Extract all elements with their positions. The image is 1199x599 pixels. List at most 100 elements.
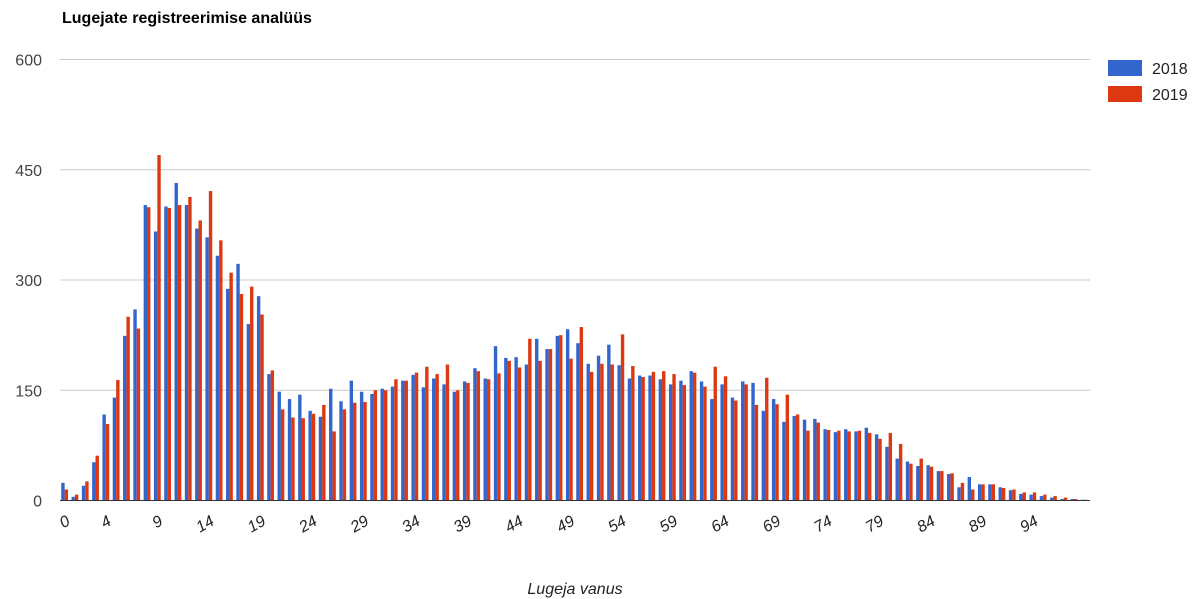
bar-2019-65[interactable]	[734, 400, 738, 501]
bar-2018-74[interactable]	[823, 429, 827, 501]
bar-2019-17[interactable]	[239, 293, 244, 501]
bar-2019-24[interactable]	[311, 413, 316, 501]
bar-2019-73[interactable]	[816, 422, 820, 501]
bar-2019-28[interactable]	[353, 402, 357, 501]
bar-2019-11[interactable]	[177, 205, 182, 501]
bar-2019-16[interactable]	[229, 272, 233, 501]
bar-2018-82[interactable]	[905, 461, 910, 501]
bar-2019-61[interactable]	[692, 372, 697, 501]
bar-2019-82[interactable]	[909, 463, 913, 501]
bar-2019-3[interactable]	[95, 455, 99, 501]
bar-2018-83[interactable]	[916, 465, 920, 501]
bar-2018-42[interactable]	[493, 346, 498, 501]
bar-2019-44[interactable]	[517, 367, 522, 501]
bar-2018-71[interactable]	[792, 415, 796, 501]
bar-2018-66[interactable]	[741, 381, 745, 501]
bar-2019-75[interactable]	[837, 430, 841, 501]
bar-2018-58[interactable]	[658, 379, 663, 501]
bar-2018-5[interactable]	[112, 397, 117, 501]
bar-2018-30[interactable]	[370, 393, 374, 501]
bar-2018-56[interactable]	[638, 375, 642, 501]
bar-2018-55[interactable]	[627, 378, 632, 501]
bar-2018-77[interactable]	[854, 431, 858, 501]
bar-2018-10[interactable]	[164, 206, 168, 501]
bar-2019-74[interactable]	[826, 429, 831, 501]
bar-2019-5[interactable]	[116, 379, 120, 501]
bar-2018-49[interactable]	[565, 329, 570, 501]
bar-2018-75[interactable]	[833, 432, 838, 501]
bar-2018-63[interactable]	[710, 399, 714, 501]
bar-2019-22[interactable]	[291, 417, 295, 501]
bar-2018-18[interactable]	[246, 324, 251, 501]
bar-2019-58[interactable]	[662, 371, 666, 501]
bar-2019-8[interactable]	[147, 207, 151, 501]
bar-2018-60[interactable]	[679, 380, 683, 501]
bar-2018-19[interactable]	[256, 296, 261, 501]
bar-2019-56[interactable]	[641, 377, 645, 501]
bar-2019-36[interactable]	[435, 374, 439, 501]
bar-2019-23[interactable]	[301, 418, 305, 501]
bar-2018-97[interactable]	[1060, 499, 1064, 501]
bar-2019-76[interactable]	[847, 431, 851, 501]
bar-2019-60[interactable]	[682, 385, 687, 501]
bar-2019-85[interactable]	[940, 471, 944, 501]
bar-2019-87[interactable]	[960, 482, 965, 501]
bar-2019-49[interactable]	[569, 358, 573, 501]
bar-2018-4[interactable]	[102, 414, 106, 501]
bar-2018-17[interactable]	[236, 263, 240, 501]
bar-2019-93[interactable]	[1022, 492, 1026, 501]
bar-2019-6[interactable]	[126, 316, 130, 501]
bar-2019-81[interactable]	[898, 443, 903, 501]
bar-2018-45[interactable]	[524, 364, 529, 501]
bar-2018-53[interactable]	[607, 344, 611, 501]
bar-2018-6[interactable]	[123, 335, 127, 501]
bar-2019-34[interactable]	[414, 372, 419, 501]
bar-2018-89[interactable]	[977, 484, 982, 501]
bar-2018-27[interactable]	[339, 401, 343, 501]
bar-2018-67[interactable]	[751, 382, 755, 501]
bar-2019-47[interactable]	[548, 349, 553, 501]
bar-2019-79[interactable]	[878, 438, 882, 501]
bar-2019-70[interactable]	[785, 394, 790, 501]
bar-2019-89[interactable]	[981, 484, 985, 501]
bar-2019-48[interactable]	[559, 335, 563, 501]
bar-2018-90[interactable]	[988, 484, 992, 501]
bar-2018-39[interactable]	[462, 381, 467, 501]
bar-2018-26[interactable]	[329, 388, 333, 501]
bar-2018-87[interactable]	[957, 487, 961, 501]
bar-2018-23[interactable]	[298, 394, 302, 501]
bar-2019-54[interactable]	[620, 334, 625, 501]
bar-2019-15[interactable]	[219, 240, 223, 501]
bar-2018-50[interactable]	[576, 343, 580, 501]
bar-2018-96[interactable]	[1050, 497, 1054, 501]
bar-2019-27[interactable]	[342, 409, 347, 501]
bar-2019-0[interactable]	[64, 489, 69, 501]
bar-2018-46[interactable]	[535, 338, 539, 501]
bar-2018-69[interactable]	[771, 399, 776, 501]
bar-2019-37[interactable]	[445, 364, 450, 501]
bar-2018-80[interactable]	[885, 446, 889, 501]
bar-2018-7[interactable]	[133, 309, 137, 501]
bar-2018-22[interactable]	[287, 399, 292, 501]
bar-2018-12[interactable]	[184, 205, 189, 501]
bar-2019-1[interactable]	[74, 494, 79, 501]
bar-2019-80[interactable]	[888, 432, 893, 501]
bar-2019-31[interactable]	[383, 390, 388, 501]
bar-2018-72[interactable]	[802, 419, 807, 501]
bar-2019-40[interactable]	[476, 371, 481, 501]
bar-2019-32[interactable]	[394, 379, 398, 501]
bar-2019-91[interactable]	[1001, 488, 1006, 501]
bar-2018-64[interactable]	[720, 384, 724, 501]
bar-2019-64[interactable]	[723, 376, 728, 501]
bar-2019-38[interactable]	[456, 390, 460, 501]
bar-2018-61[interactable]	[689, 371, 693, 501]
bar-2018-0[interactable]	[61, 482, 65, 501]
bar-2018-88[interactable]	[967, 476, 972, 501]
bar-2018-1[interactable]	[71, 496, 75, 501]
bar-2018-32[interactable]	[390, 386, 395, 501]
bar-2018-57[interactable]	[648, 375, 652, 501]
bar-2018-25[interactable]	[318, 416, 323, 501]
bar-2018-40[interactable]	[473, 368, 477, 501]
bar-2019-10[interactable]	[167, 207, 172, 501]
bar-2018-11[interactable]	[174, 182, 178, 501]
